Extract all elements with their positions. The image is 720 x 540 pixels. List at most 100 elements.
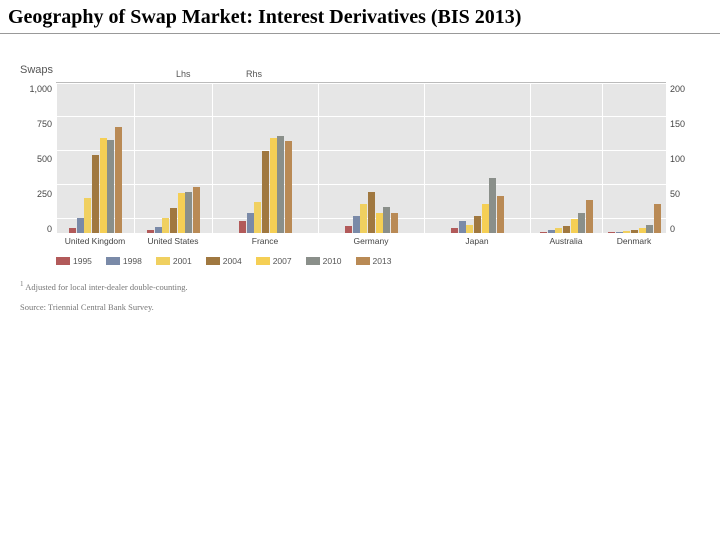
source-line: Source: Triennial Central Bank Survey. bbox=[20, 302, 720, 312]
bar bbox=[115, 127, 122, 233]
y-left-tick: 500 bbox=[37, 154, 52, 164]
legend-item: 1995 bbox=[56, 256, 92, 266]
bar bbox=[497, 196, 504, 234]
bar bbox=[92, 155, 99, 233]
bar bbox=[451, 228, 458, 233]
panel-germany bbox=[318, 83, 424, 233]
y-right-tick: 100 bbox=[670, 154, 685, 164]
bar bbox=[563, 226, 570, 233]
bar bbox=[391, 213, 398, 233]
bar bbox=[178, 193, 185, 233]
bar bbox=[578, 213, 585, 233]
bar bbox=[84, 198, 91, 233]
y-right-tick: 0 bbox=[670, 224, 675, 234]
legend-item: 2004 bbox=[206, 256, 242, 266]
bar bbox=[353, 216, 360, 233]
legend-swatch bbox=[106, 257, 120, 265]
x-label: Japan bbox=[424, 234, 530, 246]
footnote-text: Adjusted for local inter-dealer double-c… bbox=[25, 282, 187, 292]
x-label: United Kingdom bbox=[56, 234, 134, 246]
legend-label: 2001 bbox=[173, 256, 192, 266]
y-axis-left: 1,000 750 500 250 0 bbox=[20, 82, 56, 234]
bar bbox=[383, 207, 390, 233]
plot-row: 1,0007505002500 Lhs Rhs 200150100500 bbox=[20, 82, 700, 234]
x-label: Germany bbox=[318, 234, 424, 246]
legend-label: 2013 bbox=[373, 256, 392, 266]
bar bbox=[277, 136, 284, 233]
legend-swatch bbox=[356, 257, 370, 265]
panel-denmark bbox=[602, 83, 666, 233]
legend-label: 1995 bbox=[73, 256, 92, 266]
bar bbox=[616, 232, 623, 233]
bar bbox=[646, 225, 653, 233]
bar bbox=[262, 151, 269, 233]
y-left-tick: 250 bbox=[37, 189, 52, 199]
bar bbox=[555, 228, 562, 233]
panel-france bbox=[212, 83, 318, 233]
bar bbox=[368, 192, 375, 233]
bar bbox=[162, 218, 169, 233]
section-label: Swaps bbox=[20, 64, 700, 76]
bar bbox=[247, 213, 254, 233]
rhs-title: Rhs bbox=[246, 69, 262, 79]
bar bbox=[270, 138, 277, 233]
bar bbox=[459, 221, 466, 233]
bar bbox=[474, 216, 481, 233]
bar bbox=[482, 204, 489, 233]
footnote: 1 Adjusted for local inter-dealer double… bbox=[20, 280, 720, 292]
bar bbox=[345, 226, 352, 233]
chart-area: Swaps 1,000 750 500 250 0 Lhs Rhs 2001 50 100 5… bbox=[20, 64, 700, 266]
bar bbox=[639, 228, 646, 233]
bar bbox=[193, 187, 200, 233]
panel-united-kingdom bbox=[56, 83, 134, 233]
bar bbox=[155, 227, 162, 233]
legend-label: 1998 bbox=[123, 256, 142, 266]
bar bbox=[654, 204, 661, 233]
panel-australia bbox=[530, 83, 602, 233]
panel-japan bbox=[424, 83, 530, 233]
legend-label: 2010 bbox=[323, 256, 342, 266]
legend-item: 1998 bbox=[106, 256, 142, 266]
y-right-tick: 50 bbox=[670, 189, 680, 199]
bar bbox=[147, 230, 154, 233]
legend-label: 2004 bbox=[223, 256, 242, 266]
y-left-tick: 1,000 bbox=[29, 84, 52, 94]
bar bbox=[571, 219, 578, 233]
bar bbox=[548, 230, 555, 233]
y-left-tick: 0 bbox=[47, 224, 52, 234]
legend-item: 2007 bbox=[256, 256, 292, 266]
legend-item: 2001 bbox=[156, 256, 192, 266]
y-right-tick: 200 bbox=[670, 84, 685, 94]
bar bbox=[100, 138, 107, 233]
bar bbox=[254, 202, 261, 233]
lhs-title: Lhs bbox=[176, 69, 191, 79]
bar bbox=[623, 231, 630, 233]
legend-item: 2013 bbox=[356, 256, 392, 266]
bar bbox=[77, 218, 84, 233]
legend-swatch bbox=[56, 257, 70, 265]
bar bbox=[489, 178, 496, 233]
y-left-tick: 750 bbox=[37, 119, 52, 129]
bar bbox=[631, 230, 638, 233]
legend-swatch bbox=[256, 257, 270, 265]
plot: Lhs Rhs bbox=[56, 82, 666, 233]
x-axis-labels: United KingdomUnited StatesFranceGermany… bbox=[56, 234, 666, 246]
legend-item: 2010 bbox=[306, 256, 342, 266]
slide-title: Geography of Swap Market: Interest Deriv… bbox=[0, 0, 720, 34]
bar bbox=[466, 225, 473, 233]
legend-swatch bbox=[156, 257, 170, 265]
x-label: Denmark bbox=[602, 234, 666, 246]
x-label: Australia bbox=[530, 234, 602, 246]
bar bbox=[540, 232, 547, 233]
legend-swatch bbox=[306, 257, 320, 265]
bar bbox=[376, 213, 383, 233]
bar bbox=[107, 140, 114, 233]
bar bbox=[285, 141, 292, 233]
legend-swatch bbox=[206, 257, 220, 265]
bar bbox=[69, 228, 76, 233]
y-axis-right: 200150100500 bbox=[666, 82, 698, 234]
bar bbox=[170, 208, 177, 233]
footnote-marker: 1 bbox=[20, 280, 24, 288]
panel-united-states bbox=[134, 83, 212, 233]
bar bbox=[608, 232, 615, 233]
